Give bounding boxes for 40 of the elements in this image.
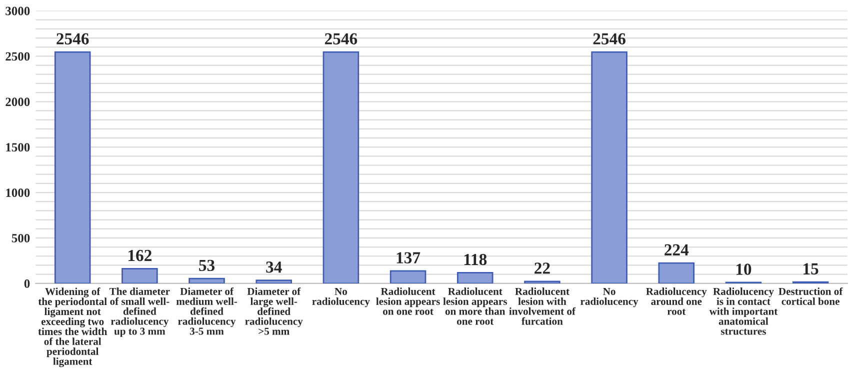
- data-label: 53: [199, 260, 215, 272]
- x-tick-label: The diameter of small well- defined radiolucency up to 3 mm: [110, 288, 170, 337]
- data-label: 2546: [324, 33, 358, 44]
- bar: [256, 280, 292, 284]
- y-tick-label: 1000: [6, 188, 30, 197]
- data-label: 2546: [56, 33, 89, 44]
- x-tick-label: Diameter of large well- defined radiolucency >5 mm: [245, 287, 303, 335]
- bar: [188, 278, 225, 284]
- bar: [54, 51, 91, 284]
- data-label: 118: [464, 254, 487, 266]
- data-label: 224: [664, 244, 689, 256]
- y-tick-label: 3000: [6, 6, 30, 16]
- y-tick-label: 2500: [6, 52, 30, 61]
- x-tick-label: Radiolucency is in contact with important anatomical structures: [709, 288, 778, 335]
- data-label: 15: [804, 263, 818, 274]
- x-tick-label: Radiolucent lesion appears on more than one root: [443, 288, 507, 325]
- y-tick-label: 1500: [6, 143, 30, 152]
- data-label: 137: [396, 252, 420, 264]
- x-tick-label: Radiolucent lesion with involvement of furcation: [509, 288, 576, 325]
- x-tick-label: Diameter of medium well- defined radiolucency 3-5 mm: [176, 287, 238, 335]
- data-label: 2546: [593, 33, 626, 44]
- data-label: 162: [128, 250, 152, 262]
- data-label: 22: [534, 262, 550, 274]
- x-tick-label: No radiolucency: [312, 288, 370, 308]
- bar: [390, 270, 426, 284]
- bar: [322, 51, 360, 284]
- y-tick-label: 0: [24, 279, 30, 288]
- bar: [456, 272, 494, 284]
- y-tick-label: 2000: [6, 98, 30, 106]
- x-tick-label: No radiolucency: [580, 288, 638, 308]
- bar: [122, 268, 158, 284]
- y-tick-label: 500: [12, 234, 30, 242]
- x-tick-label: Destruction of cortical bone: [778, 287, 843, 305]
- bar: [658, 262, 695, 284]
- data-label: 10: [736, 264, 752, 275]
- x-tick-label: Radiolucent lesion appears on one root: [376, 288, 440, 315]
- data-label: 34: [266, 262, 282, 273]
- x-tick-label: Widening of the periodontal ligament not exceeding two times the width of the lateral periodontal ligament: [38, 288, 108, 368]
- bar: [591, 51, 628, 284]
- x-tick-label: Radiolucency around one root: [646, 288, 707, 315]
